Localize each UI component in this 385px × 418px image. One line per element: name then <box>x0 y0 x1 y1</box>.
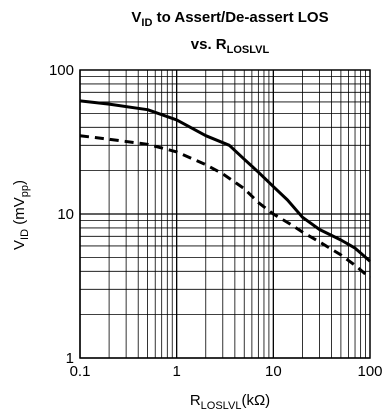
y-tick-label: 100 <box>49 62 74 79</box>
y-axis-label: VID (mVpp) <box>11 180 31 250</box>
chart-title-line2: vs. RLOSLVL <box>191 36 270 56</box>
x-tick-label: 10 <box>265 363 282 380</box>
plot-frame <box>79 69 371 359</box>
series-line-solid <box>79 99 371 263</box>
chart-title-line1: VID to Assert/De-assert LOS <box>131 9 328 29</box>
grid <box>79 70 370 359</box>
x-tick-label: 0.1 <box>70 363 91 380</box>
series-group <box>79 99 371 280</box>
x-tick-label: 100 <box>357 363 382 380</box>
x-axis-label: RLOSLVL(kΩ) <box>190 392 270 412</box>
y-tick-label: 10 <box>57 206 74 223</box>
x-tick-label: 1 <box>172 363 180 380</box>
series-line-dashed <box>79 134 371 280</box>
y-tick-label: 1 <box>66 350 74 367</box>
